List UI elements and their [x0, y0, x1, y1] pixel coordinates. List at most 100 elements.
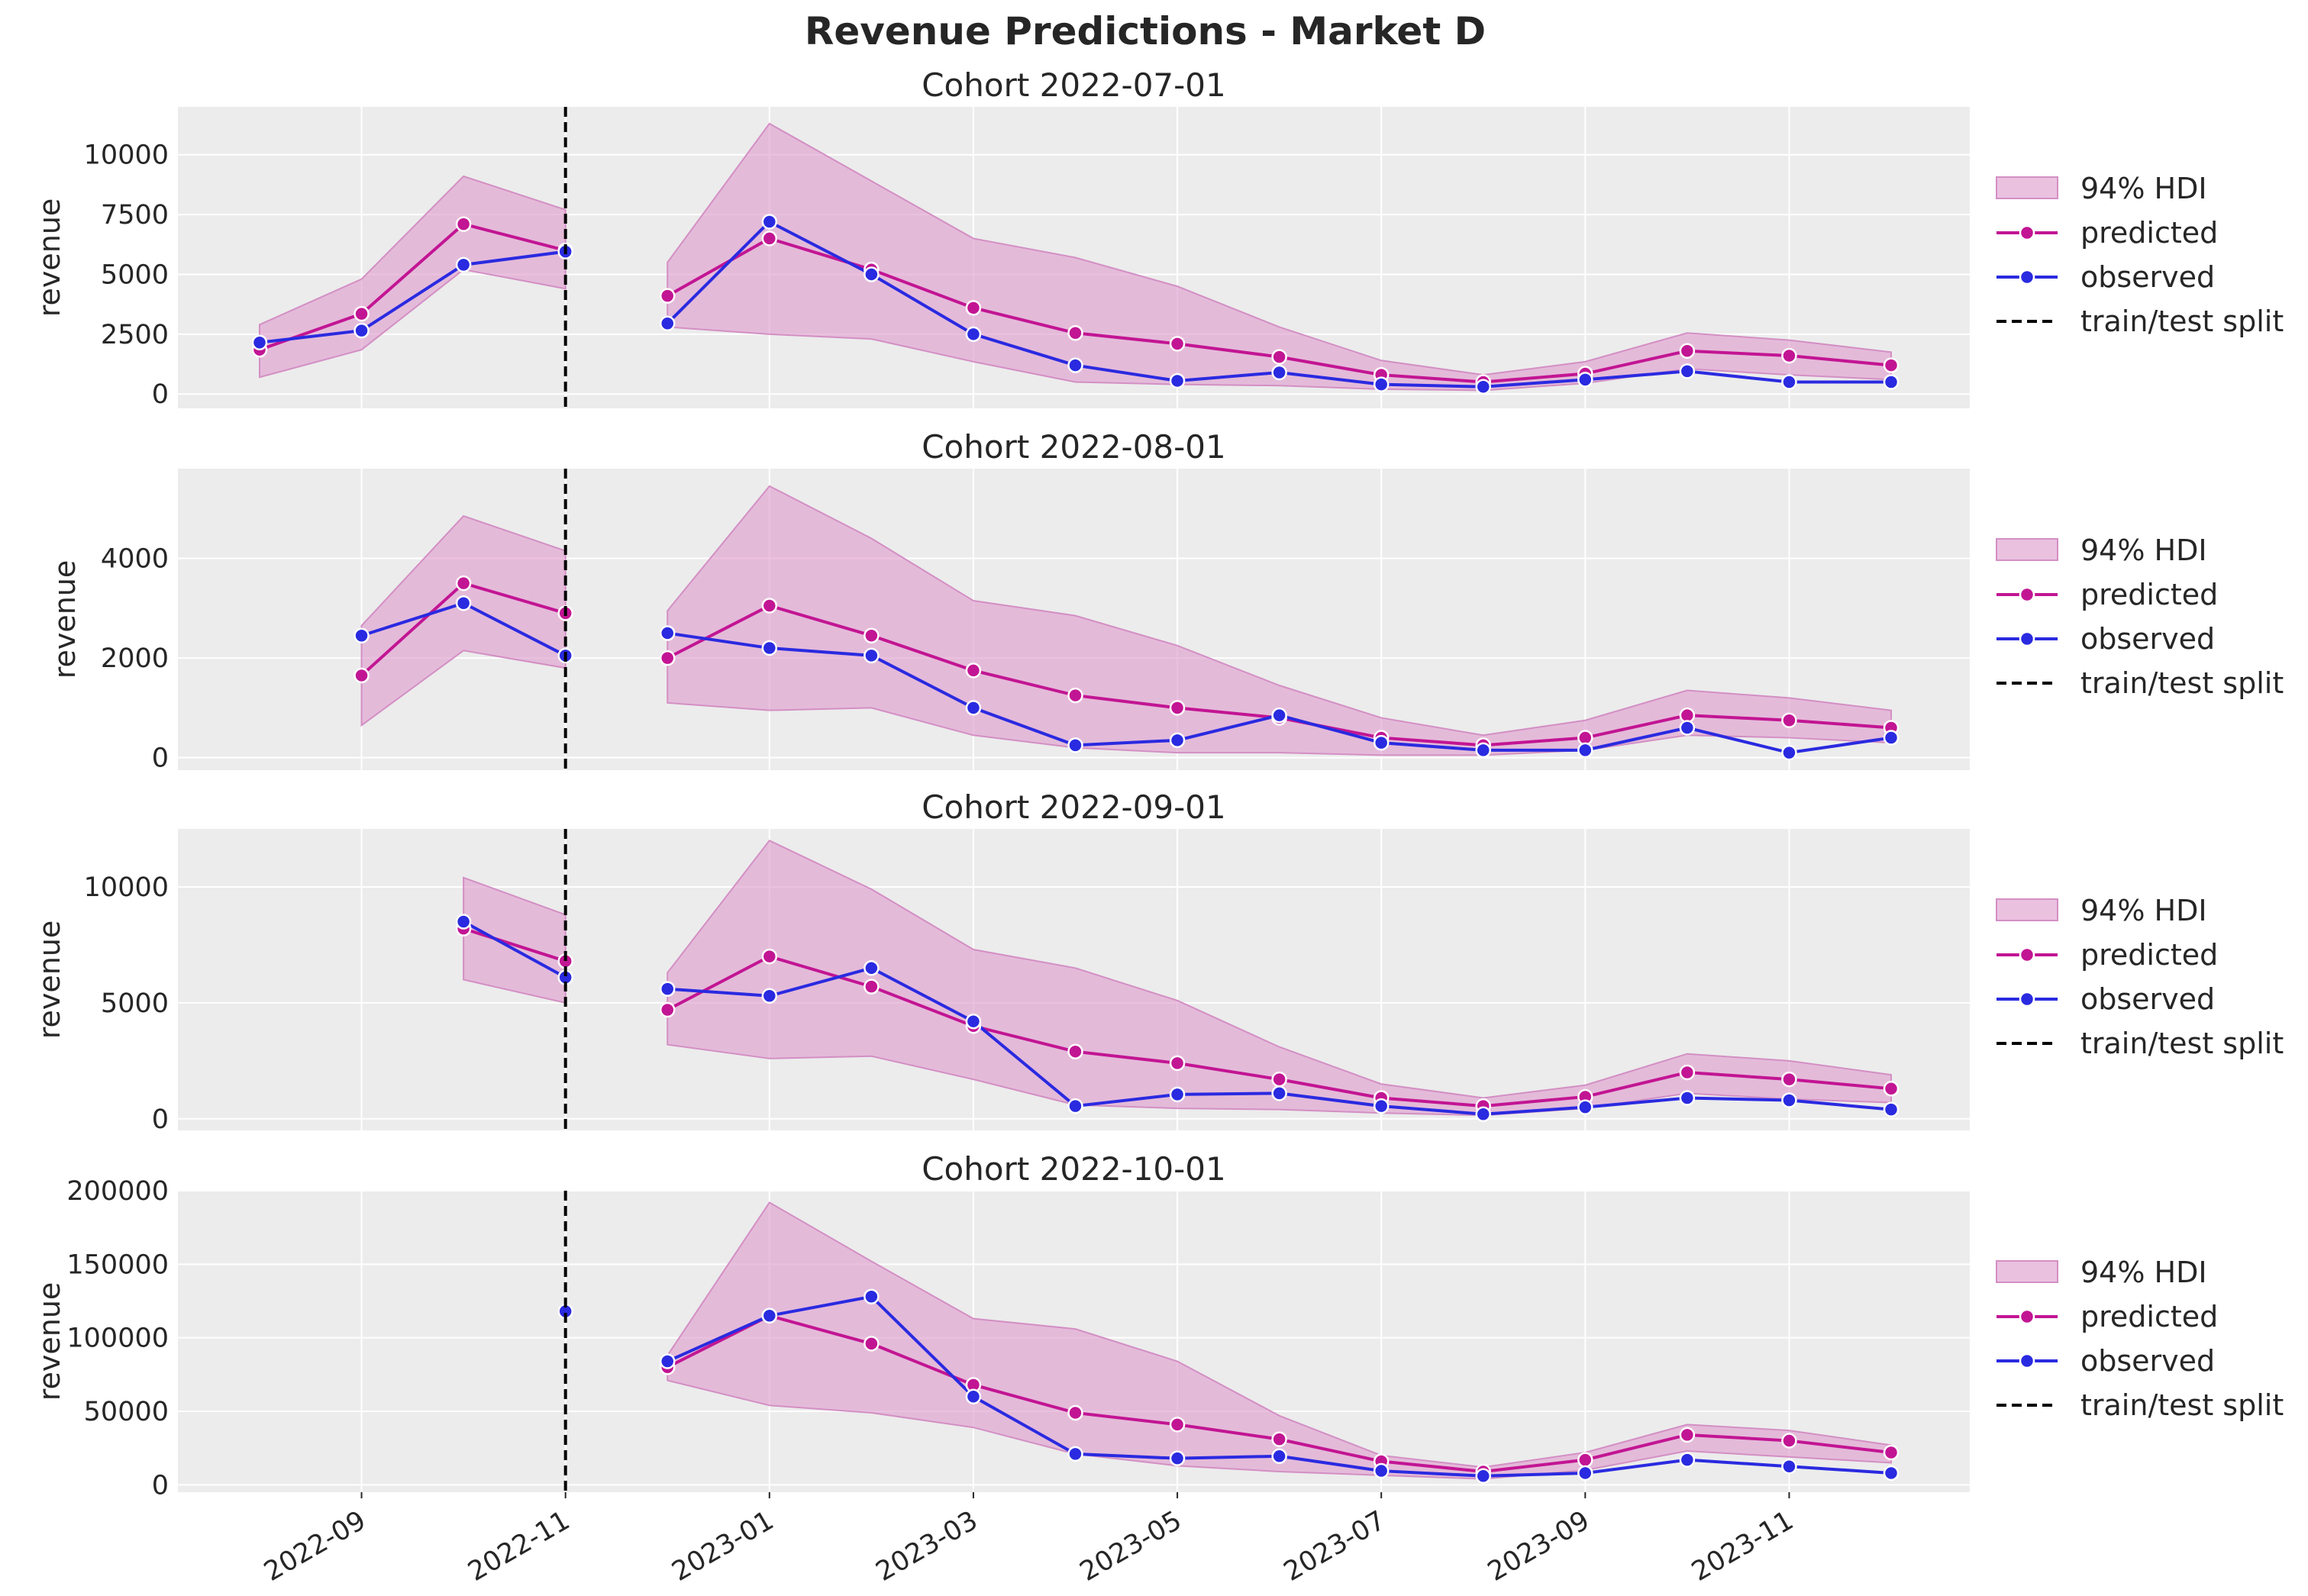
legend-hdi: 94% HDI — [1996, 1256, 2207, 1289]
panel-1: Cohort 2022-07-01 0 2500 5000 7500 10000 reven… — [33, 66, 2284, 410]
predicted-point — [455, 216, 472, 232]
hdi-band — [667, 1201, 1892, 1480]
predicted-point — [455, 575, 472, 592]
legend-swatch — [1996, 538, 2058, 561]
y-axis-label: revenue — [33, 198, 66, 318]
predicted-point — [965, 663, 982, 679]
x-tick-label: 2023-07 — [1279, 1505, 1391, 1588]
observed-point — [660, 315, 676, 331]
predicted-point — [863, 627, 880, 643]
observed-point — [1679, 1090, 1696, 1106]
legend-predicted: predicted — [1997, 938, 2218, 972]
legend-observed: observed — [1997, 1344, 2215, 1378]
legend-label: 94% HDI — [2080, 534, 2207, 567]
panel-title: Cohort 2022-07-01 — [922, 66, 1226, 104]
observed-point — [1067, 737, 1083, 753]
predicted-point — [1169, 1055, 1186, 1072]
predicted-point — [660, 650, 676, 666]
predicted-point — [1679, 1427, 1696, 1443]
observed-point — [1577, 372, 1593, 388]
x-tick-label: 2023-01 — [667, 1505, 780, 1588]
y-tick-label: 100000 — [66, 1324, 169, 1354]
predicted-point — [1169, 1417, 1186, 1433]
panel-title: Cohort 2022-09-01 — [922, 788, 1226, 826]
observed-point — [1577, 1099, 1593, 1115]
y-axis-label: revenue — [48, 560, 82, 679]
predicted-point — [660, 288, 676, 304]
y-axis-label: revenue — [33, 1282, 66, 1401]
y-axis-label: revenue — [33, 921, 66, 1040]
observed-point — [761, 640, 778, 656]
legend-label: train/test split — [2080, 1027, 2284, 1060]
y-tick-label: 5000 — [101, 988, 169, 1019]
observed-point — [863, 960, 880, 976]
observed-point — [353, 322, 370, 339]
observed-point — [1475, 742, 1491, 759]
legend-label: predicted — [2080, 938, 2218, 972]
x-tick-label: 2022-09 — [259, 1505, 371, 1588]
predicted-point — [1271, 349, 1287, 365]
predicted-point — [1883, 357, 1900, 373]
legend-swatch — [1996, 1260, 2058, 1283]
observed-point — [1679, 1452, 1696, 1468]
predicted-point — [1781, 1433, 1797, 1449]
observed-point — [761, 214, 778, 230]
y-tick-label: 0 — [152, 379, 169, 410]
observed-point — [1883, 730, 1900, 746]
y-tick-label: 4000 — [101, 544, 169, 575]
legend-swatch — [1996, 176, 2058, 199]
observed-line — [463, 920, 567, 979]
observed-point — [1169, 732, 1186, 749]
y-tick-label: 200000 — [66, 1176, 169, 1207]
y-tick-label: 0 — [152, 1104, 169, 1135]
legend-label: observed — [2080, 1344, 2215, 1378]
legend-label: 94% HDI — [2080, 172, 2207, 205]
predicted-point — [863, 979, 880, 995]
observed-point — [863, 647, 880, 664]
predicted-point — [1679, 343, 1696, 360]
observed-point — [251, 334, 268, 351]
observed-point — [1067, 357, 1083, 373]
legend-label: observed — [2080, 622, 2215, 656]
observed-point — [1067, 1446, 1083, 1462]
observed-point — [1781, 744, 1797, 761]
predicted-point — [1883, 1444, 1900, 1461]
predicted-line — [259, 222, 567, 352]
legend-marker — [2019, 269, 2035, 285]
y-tick-label: 0 — [152, 1470, 169, 1501]
observed-point — [660, 981, 676, 997]
observed-point — [1475, 1468, 1491, 1485]
predicted-point — [1067, 687, 1083, 704]
observed-point — [1271, 707, 1287, 724]
observed-point — [1169, 1450, 1186, 1466]
predicted-point — [1781, 712, 1797, 728]
observed-point — [965, 326, 982, 343]
observed-point — [1373, 1098, 1390, 1114]
predicted-point — [1067, 1404, 1083, 1421]
x-tick-label: 2023-09 — [1483, 1505, 1595, 1588]
legend-hdi: 94% HDI — [1996, 172, 2207, 205]
y-tick-label: 150000 — [66, 1249, 169, 1280]
predicted-point — [1679, 1064, 1696, 1081]
predicted-point — [1169, 700, 1186, 716]
legend-split: train/test split — [1997, 666, 2284, 700]
legend-marker — [2019, 1308, 2035, 1325]
y-tick-label: 10000 — [84, 140, 169, 171]
observed-point — [660, 625, 676, 641]
y-tick-label: 5000 — [101, 260, 169, 290]
observed-point — [863, 1288, 880, 1304]
legend-label: train/test split — [2080, 305, 2284, 338]
predicted-point — [1271, 1071, 1287, 1088]
observed-point — [1271, 364, 1287, 381]
observed-point — [1883, 374, 1900, 390]
predicted-point — [1067, 1043, 1083, 1059]
legend: 94% HDI predicted observed train/test split — [1996, 534, 2284, 700]
legend-marker — [2019, 946, 2035, 963]
legend-split: train/test split — [1997, 1388, 2284, 1422]
predicted-point — [353, 305, 370, 322]
legend: 94% HDI predicted observed train/test split — [1996, 172, 2284, 338]
predicted-line — [463, 927, 567, 963]
x-tick-label: 2023-11 — [1687, 1505, 1799, 1588]
observed-point — [1475, 1106, 1491, 1122]
